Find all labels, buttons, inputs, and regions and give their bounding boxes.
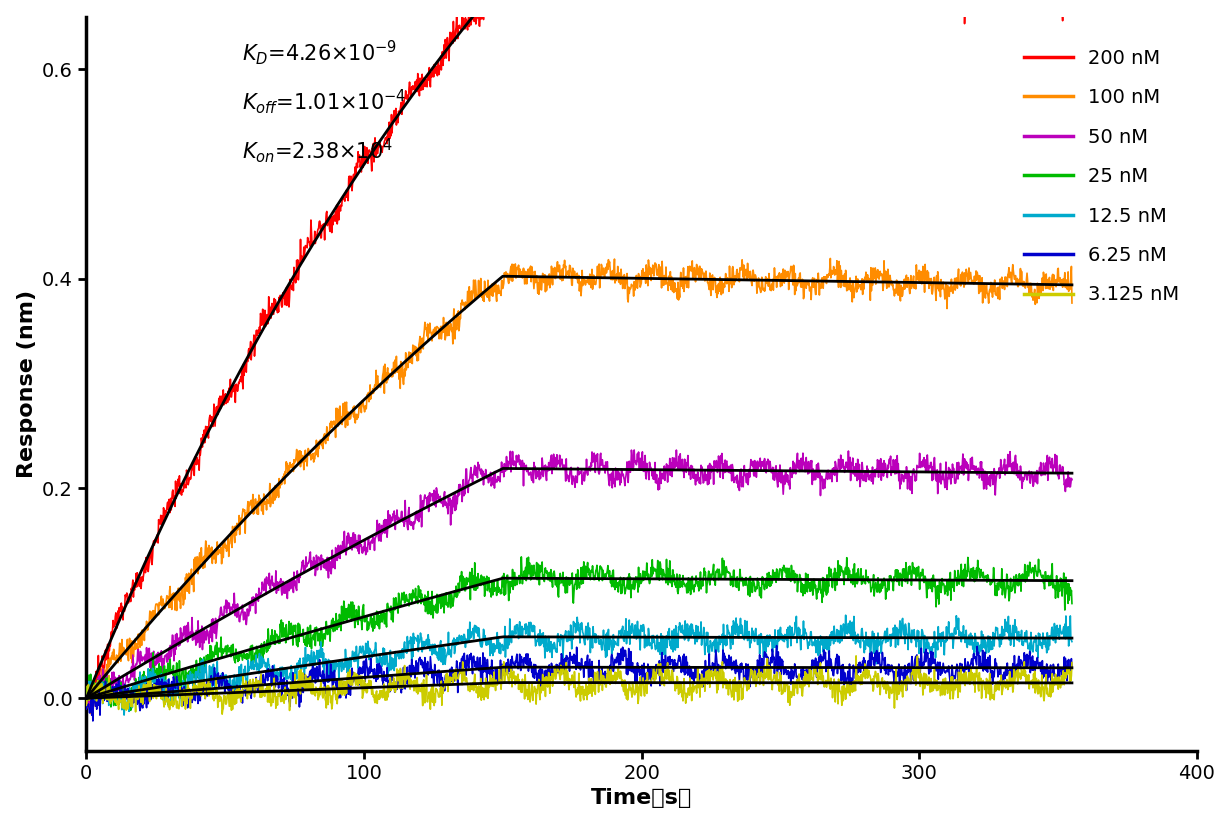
25 nM	[514, 552, 529, 562]
6.25 nM	[290, 681, 304, 691]
3.125 nM	[214, 710, 229, 719]
12.5 nM	[487, 639, 501, 648]
50 nM	[79, 695, 94, 705]
12.5 nM	[117, 710, 132, 720]
6.25 nM	[769, 641, 784, 651]
Line: 50 nM: 50 nM	[86, 450, 1072, 709]
12.5 nM	[753, 649, 768, 659]
6.25 nM	[487, 672, 501, 681]
3.125 nM	[448, 676, 463, 686]
3.125 nM	[136, 699, 150, 709]
25 nM	[290, 636, 304, 646]
3.125 nM	[79, 700, 94, 710]
100 nM	[482, 294, 496, 304]
50 nM	[487, 467, 501, 477]
50 nM	[83, 704, 97, 714]
6.25 nM	[753, 650, 768, 660]
100 nM	[753, 283, 768, 293]
Y-axis label: Response (nm): Response (nm)	[17, 290, 37, 478]
100 nM	[79, 704, 94, 714]
6.25 nM	[482, 668, 496, 678]
25 nM	[487, 578, 501, 587]
50 nM	[482, 476, 496, 486]
6.25 nM	[448, 667, 463, 677]
100 nM	[84, 709, 99, 719]
50 nM	[753, 453, 768, 463]
50 nM	[627, 445, 642, 455]
3.125 nM	[753, 680, 768, 690]
3.125 nM	[849, 651, 864, 661]
6.25 nM	[1064, 662, 1079, 672]
12.5 nM	[290, 658, 304, 668]
12.5 nM	[448, 635, 463, 645]
50 nM	[290, 566, 304, 576]
25 nM	[136, 674, 150, 684]
Line: 6.25 nM: 6.25 nM	[86, 646, 1072, 721]
Line: 3.125 nM: 3.125 nM	[86, 656, 1072, 714]
50 nM	[448, 490, 463, 500]
100 nM	[487, 287, 501, 297]
Line: 25 nM: 25 nM	[86, 557, 1072, 710]
12.5 nM	[79, 692, 94, 702]
Line: 200 nM: 200 nM	[86, 0, 1072, 703]
12.5 nM	[482, 637, 496, 647]
50 nM	[1064, 475, 1079, 485]
100 nM	[1064, 298, 1079, 308]
200 nM	[79, 698, 94, 708]
12.5 nM	[838, 610, 853, 620]
25 nM	[1064, 599, 1079, 609]
200 nM	[290, 267, 304, 277]
200 nM	[448, 26, 463, 35]
200 nM	[1064, 0, 1079, 4]
200 nM	[80, 698, 95, 708]
25 nM	[753, 582, 768, 592]
25 nM	[123, 705, 138, 715]
100 nM	[448, 314, 463, 324]
3.125 nM	[487, 667, 501, 677]
6.25 nM	[136, 698, 150, 708]
3.125 nM	[1064, 658, 1079, 667]
12.5 nM	[136, 685, 150, 695]
X-axis label: Time（s）: Time（s）	[591, 789, 692, 808]
200 nM	[482, 5, 496, 15]
12.5 nM	[1064, 637, 1079, 647]
100 nM	[136, 634, 150, 644]
25 nM	[79, 682, 94, 692]
Text: $K_{D}$=4.26×10$^{-9}$
$K_{off}$=1.01×10$^{-4}$
$K_{on}$=2.38×10$^{4}$: $K_{D}$=4.26×10$^{-9}$ $K_{off}$=1.01×10…	[241, 39, 407, 165]
25 nM	[482, 573, 496, 582]
Legend: 200 nM, 100 nM, 50 nM, 25 nM, 12.5 nM, 6.25 nM, 3.125 nM: 200 nM, 100 nM, 50 nM, 25 nM, 12.5 nM, 6…	[1016, 41, 1188, 312]
6.25 nM	[79, 705, 94, 714]
6.25 nM	[85, 716, 100, 726]
200 nM	[136, 573, 150, 582]
Line: 100 nM: 100 nM	[86, 258, 1072, 714]
100 nM	[823, 253, 838, 263]
25 nM	[448, 592, 463, 601]
50 nM	[136, 653, 150, 663]
3.125 nM	[482, 677, 496, 687]
100 nM	[290, 453, 304, 463]
Line: 12.5 nM: 12.5 nM	[86, 615, 1072, 715]
3.125 nM	[290, 677, 304, 687]
